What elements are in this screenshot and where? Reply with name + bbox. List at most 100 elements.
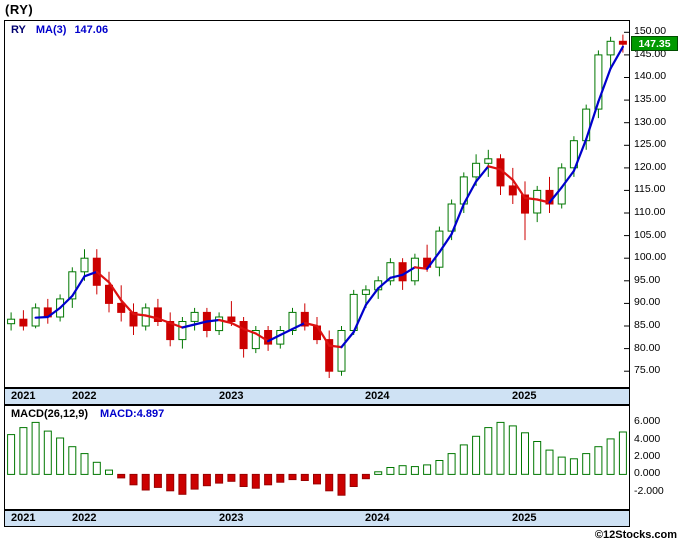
price-tick-label: 120.00 <box>634 161 667 173</box>
macd-value-label: MACD:4.897 <box>100 408 165 420</box>
candle-body <box>569 140 578 169</box>
macd-bars <box>7 421 627 496</box>
candle-body <box>7 318 16 325</box>
macd-bar <box>545 449 554 475</box>
macd-bar <box>68 446 77 475</box>
macd-panel: MACD(26,12,9) MACD:4.897 <box>4 405 630 510</box>
price-tick-label: 150.00 <box>634 25 667 37</box>
year-label: 2023 <box>219 512 244 524</box>
macd-bar <box>435 460 444 475</box>
year-label: 2024 <box>365 390 390 402</box>
legend-ma-label: MA(3) <box>35 24 67 36</box>
macd-bar <box>300 473 309 482</box>
price-tick-label: 80.00 <box>634 342 661 354</box>
macd-bar <box>459 444 468 475</box>
macd-bar <box>92 461 101 475</box>
macd-bar <box>447 453 456 475</box>
candle-body <box>594 54 603 110</box>
candle-body <box>521 194 529 214</box>
candle-body <box>153 307 162 322</box>
macd-bar <box>496 421 505 475</box>
candle-body <box>325 339 334 372</box>
candle-body <box>68 271 77 300</box>
macd-bar <box>484 427 493 475</box>
year-label: 2022 <box>72 390 97 402</box>
price-axis: 150.00 145.00 140.00 135.00 130.00 125.00 120.… <box>632 20 680 388</box>
legend-symbol: RY <box>11 24 26 36</box>
candle-body <box>484 158 493 164</box>
chart-legend: RY MA(3) 147.06 <box>11 24 116 36</box>
macd-bar <box>276 473 285 483</box>
price-tick-label: 100.00 <box>634 251 667 263</box>
year-label: 2025 <box>512 512 537 524</box>
price-tick-label: 85.00 <box>634 319 661 331</box>
macd-bar <box>521 432 529 475</box>
candle-body <box>105 284 113 304</box>
macd-bar <box>410 466 419 475</box>
candle-body <box>19 318 28 327</box>
x-axis-years-bottom: 2021 2022 2023 2024 2025 <box>4 510 630 527</box>
macd-bar <box>374 471 383 475</box>
macd-bar <box>166 473 175 492</box>
price-tick-label: 90.00 <box>634 296 661 308</box>
macd-params-label: MACD(26,12,9) <box>11 408 89 420</box>
macd-bar <box>472 435 481 475</box>
macd-tick-label: 6.000 <box>634 415 661 427</box>
candle-body <box>435 230 444 268</box>
macd-bar <box>337 473 346 496</box>
macd-bar <box>606 438 615 475</box>
price-tick-label: 110.00 <box>634 206 666 218</box>
price-tick-label: 130.00 <box>634 116 667 128</box>
candle-body <box>618 40 627 45</box>
ma-line <box>34 45 625 349</box>
macd-bar <box>557 456 566 475</box>
macd-bar <box>141 473 150 491</box>
macd-tick-label: 0.000 <box>634 467 661 479</box>
price-tick-label: 95.00 <box>634 274 661 286</box>
price-chart-svg <box>7 31 629 378</box>
symbol-title: (RY) <box>5 2 34 17</box>
macd-bar <box>190 473 199 490</box>
x-axis-years-top: 2021 2022 2023 2024 2025 <box>4 388 630 405</box>
price-tick-label: 145.00 <box>634 48 667 60</box>
last-price-badge: 147.35 <box>631 36 678 51</box>
macd-bar <box>80 453 89 475</box>
macd-tick-label: 2.000 <box>634 450 661 462</box>
macd-bar <box>117 473 126 479</box>
price-tick-label: 105.00 <box>634 229 667 241</box>
macd-bar <box>361 473 370 480</box>
macd-bar <box>251 473 260 489</box>
macd-bar <box>215 473 224 484</box>
candle-body <box>288 311 297 331</box>
year-label: 2024 <box>365 512 390 524</box>
candles <box>7 34 627 378</box>
candle-body <box>117 302 126 313</box>
candle-body <box>508 185 517 196</box>
year-label: 2022 <box>72 512 97 524</box>
macd-bar <box>349 473 358 488</box>
year-label: 2021 <box>11 390 36 402</box>
candle-body <box>300 311 309 327</box>
macd-bar <box>153 473 162 488</box>
candle-body <box>472 162 481 178</box>
candle-body <box>166 321 175 341</box>
year-label: 2025 <box>512 390 537 402</box>
candle-body <box>447 203 456 232</box>
macd-tick-label: 4.000 <box>634 433 661 445</box>
price-tick-label: 135.00 <box>634 93 667 105</box>
macd-bar <box>533 441 542 475</box>
macd-bar <box>288 473 297 481</box>
year-label: 2021 <box>11 512 36 524</box>
candle-body <box>606 40 615 56</box>
candle-body <box>386 262 395 282</box>
macd-bar <box>325 473 334 492</box>
macd-bar <box>508 425 517 475</box>
macd-bar <box>582 453 591 475</box>
candle-body <box>264 330 273 345</box>
macd-bar <box>594 446 603 475</box>
price-tick-label: 115.00 <box>634 183 666 195</box>
candle-body <box>227 316 236 322</box>
year-label: 2023 <box>219 390 244 402</box>
macd-bar <box>129 473 138 486</box>
macd-bar <box>202 473 211 487</box>
